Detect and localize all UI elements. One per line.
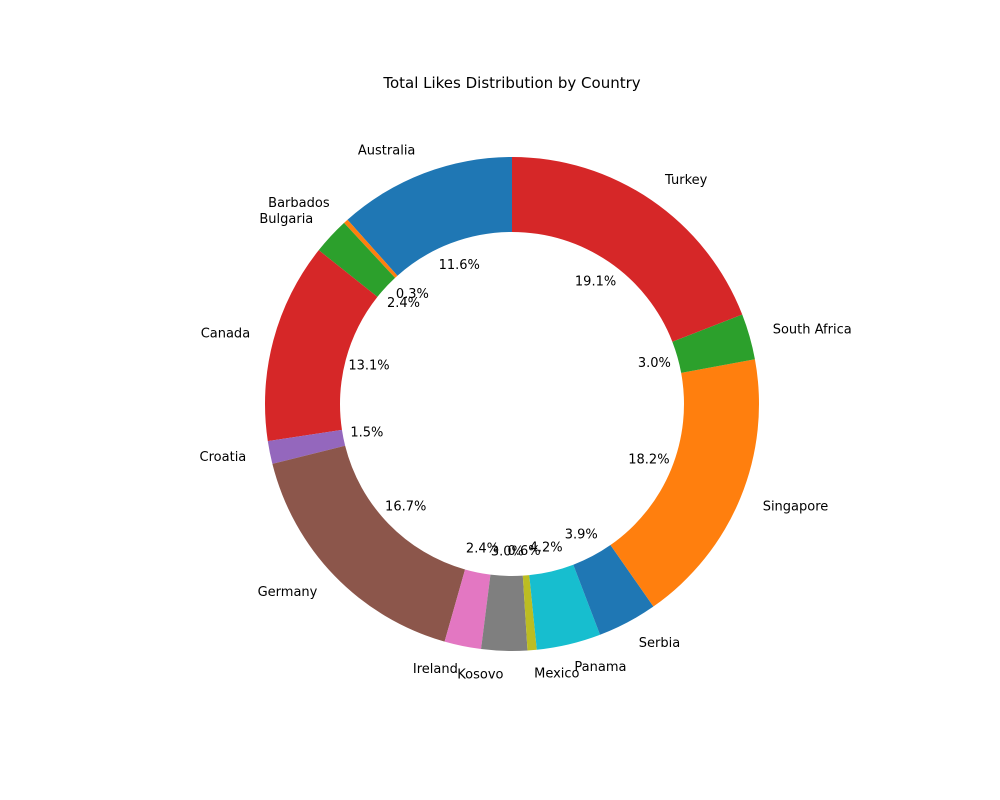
- percent-label-barbados: 0.3%: [396, 287, 429, 302]
- category-label-barbados: Barbados: [268, 196, 330, 211]
- slice-serbia: [573, 545, 654, 635]
- percent-label-kosovo: 3.0%: [491, 544, 524, 559]
- category-label-south-africa: South Africa: [773, 323, 852, 338]
- percent-label-australia: 11.6%: [439, 258, 480, 273]
- slice-kosovo: [481, 574, 528, 651]
- category-label-serbia: Serbia: [639, 636, 680, 651]
- category-label-singapore: Singapore: [763, 499, 829, 514]
- category-label-ireland: Ireland: [413, 662, 458, 677]
- slice-mexico: [522, 575, 537, 651]
- percent-label-south-africa: 3.0%: [638, 356, 671, 371]
- slice-barbados: [344, 219, 398, 278]
- slice-south-africa: [672, 314, 755, 373]
- slice-ireland: [444, 569, 491, 650]
- donut-slices: [265, 157, 759, 651]
- slice-turkey: [512, 157, 743, 342]
- percent-label-bulgaria: 2.4%: [387, 296, 420, 311]
- category-label-panama: Panama: [574, 660, 626, 675]
- category-label-canada: Canada: [201, 327, 250, 342]
- category-label-australia: Australia: [358, 143, 416, 158]
- slice-singapore: [610, 359, 759, 607]
- category-label-kosovo: Kosovo: [457, 667, 503, 682]
- percent-label-croatia: 1.5%: [350, 426, 383, 441]
- category-label-germany: Germany: [258, 585, 318, 600]
- chart-title: Total Likes Distribution by Country: [382, 74, 640, 92]
- slice-panama: [529, 564, 601, 650]
- slice-croatia: [267, 429, 346, 464]
- percent-label-canada: 13.1%: [348, 358, 389, 373]
- percent-label-panama: 4.2%: [530, 541, 563, 556]
- percent-labels: 11.6%0.3%2.4%13.1%1.5%16.7%2.4%3.0%0.6%4…: [348, 258, 671, 559]
- slice-germany: [272, 445, 466, 642]
- category-label-turkey: Turkey: [664, 173, 708, 188]
- percent-label-ireland: 2.4%: [466, 542, 499, 557]
- category-label-mexico: Mexico: [534, 667, 579, 682]
- slice-bulgaria: [318, 222, 396, 297]
- category-label-bulgaria: Bulgaria: [259, 212, 313, 227]
- percent-label-singapore: 18.2%: [628, 453, 669, 468]
- percent-label-mexico: 0.6%: [508, 544, 541, 559]
- percent-label-serbia: 3.9%: [565, 527, 598, 542]
- category-label-croatia: Croatia: [200, 450, 247, 465]
- percent-label-germany: 16.7%: [385, 499, 426, 514]
- percent-label-turkey: 19.1%: [575, 274, 616, 289]
- slice-australia: [347, 157, 512, 276]
- slice-canada: [265, 250, 378, 442]
